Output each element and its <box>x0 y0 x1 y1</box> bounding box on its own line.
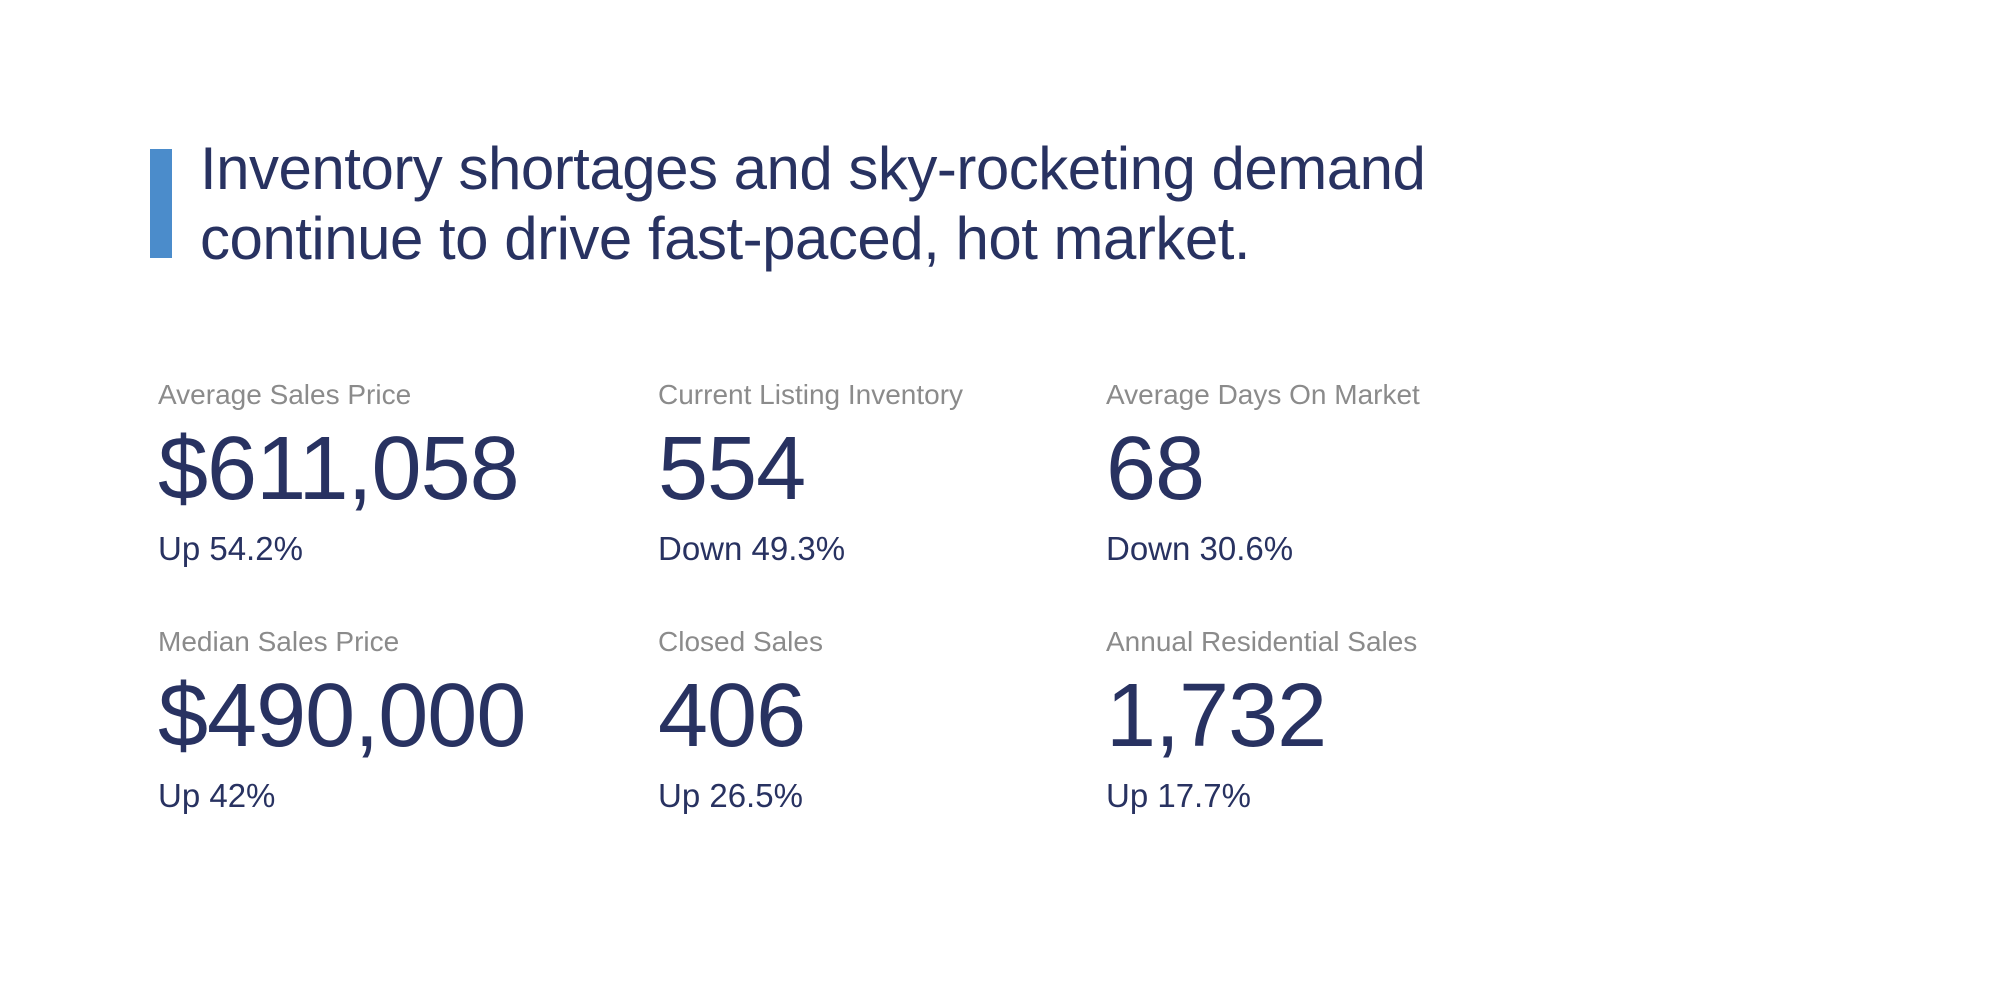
stat-label: Median Sales Price <box>158 626 400 657</box>
stat-label: Closed Sales <box>658 626 823 657</box>
stat-closed-sales: Closed Sales 406 Up 26.5% <box>658 625 1106 872</box>
headline-line-1: Inventory shortages and sky-rocketing de… <box>200 135 1426 202</box>
stat-value: $490,000 <box>158 666 526 766</box>
stat-value: 68 <box>1106 419 1205 519</box>
headline-accent-bar <box>150 149 172 258</box>
stat-label: Average Days On Market <box>1106 379 1420 410</box>
stat-current-listing-inventory: Current Listing Inventory 554 Down 49.3% <box>658 378 1106 625</box>
page-title: Inventory shortages and sky-rocketing de… <box>200 134 1426 274</box>
stat-average-days-on-market: Average Days On Market 68 Down 30.6% <box>1106 378 1706 625</box>
stat-label: Average Sales Price <box>158 379 412 410</box>
stat-change: Up 17.7% <box>1106 777 1251 814</box>
headline-line-2: continue to drive fast-paced, hot market… <box>200 205 1251 272</box>
stat-value: 554 <box>658 419 806 519</box>
stat-change: Up 26.5% <box>658 777 803 814</box>
stat-value: $611,058 <box>158 419 520 519</box>
stat-change: Down 30.6% <box>1106 530 1294 567</box>
stat-value: 1,732 <box>1106 666 1327 766</box>
stat-median-sales-price: Median Sales Price $490,000 Up 42% <box>158 625 658 872</box>
stat-change: Up 42% <box>158 777 276 814</box>
stat-average-sales-price: Average Sales Price $611,058 Up 54.2% <box>158 378 658 625</box>
stat-annual-residential-sales: Annual Residential Sales 1,732 Up 17.7% <box>1106 625 1706 872</box>
stat-value: 406 <box>658 666 806 766</box>
stat-change: Up 54.2% <box>158 530 303 567</box>
stat-change: Down 49.3% <box>658 530 846 567</box>
stat-label: Current Listing Inventory <box>658 379 964 410</box>
stats-grid: Average Sales Price $611,058 Up 54.2% Cu… <box>158 378 1706 872</box>
stat-label: Annual Residential Sales <box>1106 626 1418 657</box>
